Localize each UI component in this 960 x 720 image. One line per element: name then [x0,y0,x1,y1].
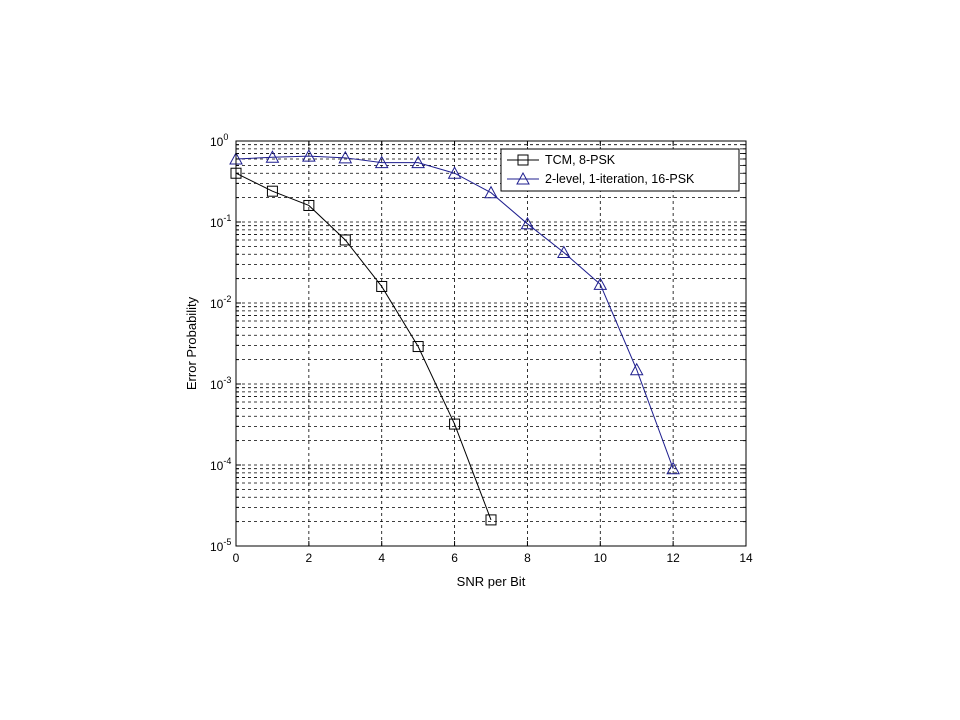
y-tick-label: 100 [210,132,228,149]
y-tick-label: 10-5 [210,537,231,554]
x-tick-label: 8 [524,551,531,565]
y-tick-label: 10-1 [210,213,231,230]
x-tick-label: 10 [594,551,608,565]
data-point-square [517,154,529,166]
y-tick-labels: 10-5 10-4 10-3 10-2 10-1 100 [210,132,231,554]
data-point-triangle [411,155,425,169]
data-point-triangle [516,171,530,185]
legend-box [500,148,740,192]
series-line-2 [235,155,674,469]
legend-label-2: 2-level, 1-iteration, 16-PSK [545,172,695,186]
legend: TCM, 8-PSK 2-level, 1-iteration, 16-PSK [500,148,740,192]
data-point-square [376,280,388,292]
data-point-triangle [338,150,353,164]
axis-ticks [235,141,747,546]
data-point-triangle [520,216,535,230]
x-tick-label: 6 [451,551,458,565]
x-axis-title: SNR per Bit [457,574,526,589]
data-point-triangle [629,362,644,376]
x-tick-label: 2 [306,551,313,565]
plot-background [236,141,746,546]
data-point-triangle [302,149,316,162]
data-point-triangle [557,245,571,259]
data-point-triangle [447,166,462,179]
data-point-square [449,418,461,430]
data-point-square [266,185,278,197]
x-tick-label: 4 [378,551,385,565]
plot-frame [235,140,747,547]
x-tick-label: 14 [739,551,753,565]
data-point-square [339,234,351,246]
y-tick-label: 10-3 [210,375,231,392]
data-point-square [485,514,497,526]
data-point-square [412,341,424,353]
x-tick-labels: 0 2 4 6 8 10 12 14 [233,551,753,565]
y-tick-label: 10-4 [210,456,231,473]
grid-lines [236,141,746,546]
x-tick-label: 12 [666,551,680,565]
data-point-square [303,199,315,211]
data-point-triangle [593,277,608,290]
data-point-triangle [666,461,680,475]
y-tick-label: 10-2 [210,294,231,311]
data-point-triangle [484,185,498,199]
data-point-triangle [374,155,389,169]
legend-label-1: TCM, 8-PSK [545,153,616,167]
y-axis-title: Error Probability [184,296,199,390]
data-point-triangle [265,150,280,163]
series-line-1 [235,172,492,521]
x-tick-label: 0 [233,551,240,565]
